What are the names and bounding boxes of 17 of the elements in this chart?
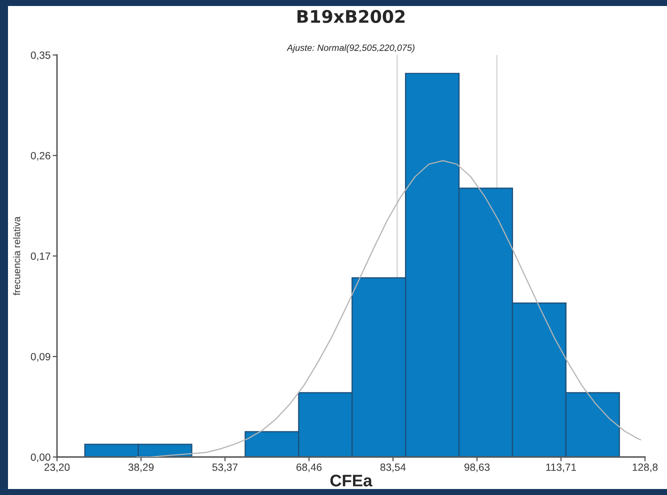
x-tick-label: 113,71: [546, 464, 576, 472]
x-tick-label: 53,37: [212, 464, 238, 472]
chart-title: B19xB2002: [298, 10, 405, 24]
x-tick-label: 23,20: [44, 464, 70, 472]
x-tick-label: 68,46: [296, 464, 322, 472]
x-tick-label: 98,63: [464, 464, 490, 472]
y-tick-label: 0,09: [30, 353, 50, 362]
x-tick-label: 38,29: [128, 464, 154, 472]
y-axis-title: frecuencia relativa: [13, 216, 20, 296]
y-tick-label: 0,17: [30, 252, 50, 262]
y-tick-label: 0,26: [30, 152, 50, 161]
x-axis-title: CFEa: [330, 474, 372, 486]
y-tick-label: 0,00: [30, 454, 50, 462]
y-tick-label: 0,35: [30, 52, 50, 60]
chart-subtitle: Ajuste: Normal(92,505,220,075): [286, 44, 414, 53]
x-tick-label: 128,8: [632, 464, 658, 472]
x-tick-label: 83,54: [380, 464, 406, 472]
